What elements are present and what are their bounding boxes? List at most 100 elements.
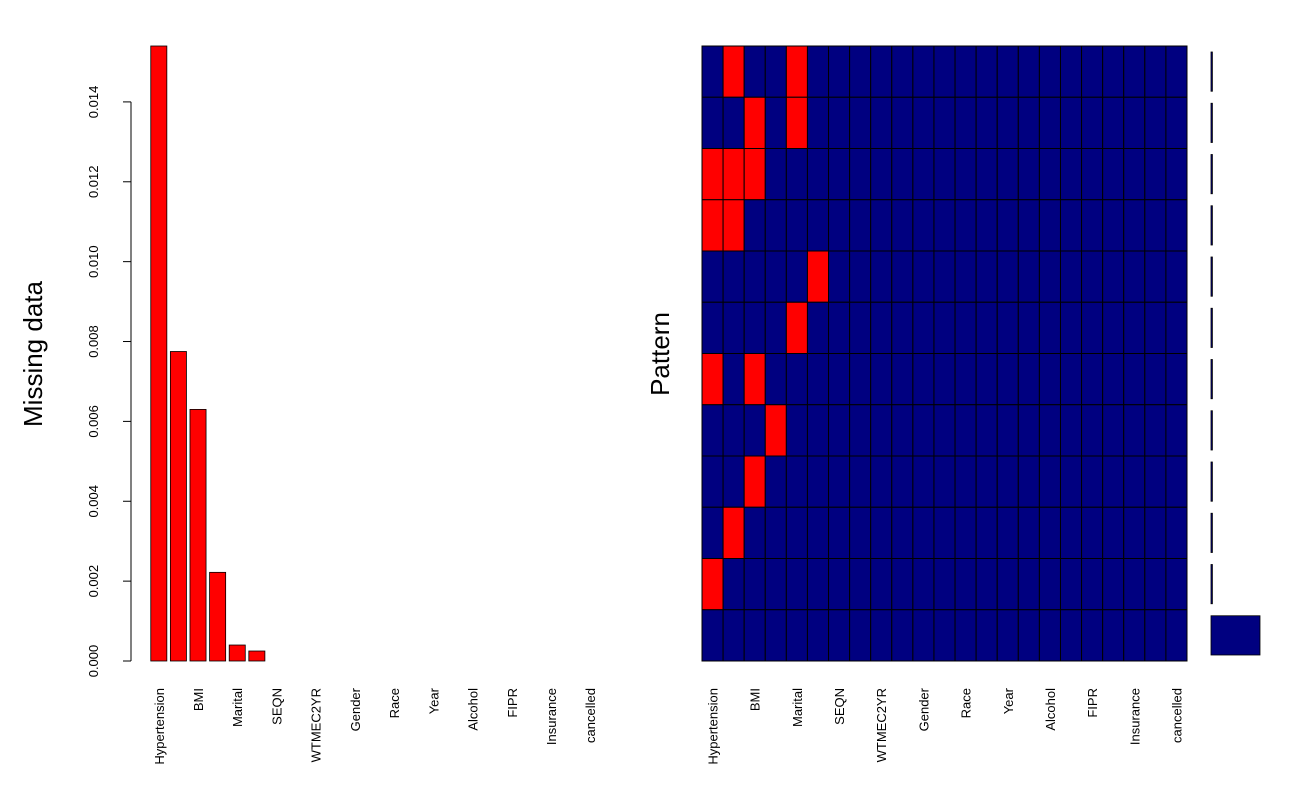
observed-cell	[828, 96, 851, 149]
observed-cell	[912, 506, 935, 559]
observed-cell	[1081, 353, 1104, 406]
observed-cell	[743, 45, 766, 98]
observed-cell	[743, 558, 766, 611]
observed-cell	[806, 455, 830, 508]
observed-cell	[849, 148, 872, 201]
observed-cell	[828, 301, 851, 354]
observed-cell	[1017, 148, 1040, 201]
heatmap-x-tick-label: Insurance	[1127, 688, 1142, 745]
observed-cell	[1144, 609, 1167, 662]
observed-cell	[1038, 609, 1061, 662]
observed-cell	[954, 558, 977, 611]
observed-cell	[828, 609, 851, 662]
observed-cell	[764, 199, 787, 252]
bar-x-tick-label: SEQN	[269, 688, 284, 725]
observed-cell	[701, 96, 724, 149]
observed-cell	[1059, 404, 1083, 457]
observed-cell	[785, 506, 808, 559]
observed-cell	[891, 96, 914, 149]
observed-cell	[828, 506, 851, 559]
y-tick-label: 0.002	[86, 565, 101, 598]
observed-cell	[912, 353, 935, 406]
observed-cell	[870, 148, 893, 201]
observed-cell	[849, 558, 872, 611]
observed-cell	[975, 404, 998, 457]
observed-cell	[1102, 45, 1125, 98]
observed-cell	[891, 404, 914, 457]
observed-cell	[701, 250, 724, 303]
observed-cell	[722, 250, 745, 303]
observed-cell	[1059, 96, 1083, 149]
observed-cell	[1038, 353, 1061, 406]
pattern-proportion-bar	[1210, 154, 1213, 195]
observed-cell	[1102, 353, 1125, 406]
observed-cell	[806, 45, 830, 98]
observed-cell	[954, 353, 977, 406]
observed-cell	[954, 148, 977, 201]
observed-cell	[1165, 250, 1188, 303]
observed-cell	[785, 199, 808, 252]
observed-cell	[891, 455, 914, 508]
bar-x-tick-label: Marital	[230, 688, 245, 727]
observed-cell	[996, 455, 1019, 508]
observed-cell	[785, 609, 808, 662]
observed-cell	[701, 609, 724, 662]
observed-cell	[1081, 148, 1104, 201]
observed-cell	[1017, 96, 1040, 149]
pattern-proportion-bar	[1210, 307, 1213, 348]
observed-cell	[1059, 455, 1083, 508]
observed-cell	[933, 558, 956, 611]
heatmap-x-tick-label: Alcohol	[1043, 688, 1058, 731]
observed-cell	[933, 609, 956, 662]
observed-cell	[1081, 558, 1104, 611]
pattern-proportion-bar	[1210, 102, 1213, 143]
observed-cell	[1017, 558, 1040, 611]
observed-cell	[764, 558, 787, 611]
observed-cell	[701, 506, 724, 559]
observed-cell	[1038, 404, 1061, 457]
y-tick-label: 0.004	[86, 485, 101, 518]
missing-cell	[743, 148, 766, 201]
observed-cell	[1017, 353, 1040, 406]
missing-cell	[743, 353, 766, 406]
observed-cell	[1038, 45, 1061, 98]
observed-cell	[975, 609, 998, 662]
missing-cell	[722, 148, 745, 201]
pattern-proportion-bar	[1210, 410, 1213, 451]
observed-cell	[891, 301, 914, 354]
observed-cell	[1144, 45, 1167, 98]
observed-cell	[870, 45, 893, 98]
observed-cell	[912, 558, 935, 611]
observed-cell	[701, 301, 724, 354]
bar-x-tick-label: WTMEC2YR	[309, 688, 324, 762]
observed-cell	[1144, 558, 1167, 611]
observed-cell	[891, 45, 914, 98]
pattern-proportion-bar	[1210, 359, 1213, 400]
observed-cell	[933, 250, 956, 303]
observed-cell	[1123, 301, 1146, 354]
observed-cell	[954, 250, 977, 303]
observed-cell	[828, 558, 851, 611]
observed-cell	[954, 455, 977, 508]
observed-cell	[975, 199, 998, 252]
observed-cell	[1165, 506, 1188, 559]
observed-cell	[1081, 609, 1104, 662]
observed-cell	[1017, 455, 1040, 508]
observed-cell	[1059, 558, 1083, 611]
observed-cell	[1144, 199, 1167, 252]
observed-cell	[1102, 404, 1125, 457]
observed-cell	[722, 96, 745, 149]
observed-cell	[1017, 199, 1040, 252]
bar-x-tick-label: cancelled	[583, 688, 598, 743]
observed-cell	[1144, 301, 1167, 354]
observed-cell	[1017, 609, 1040, 662]
observed-cell	[870, 96, 893, 149]
observed-cell	[912, 45, 935, 98]
observed-cell	[806, 609, 830, 662]
pattern-proportion-bar	[1210, 461, 1213, 502]
observed-cell	[996, 199, 1019, 252]
observed-cell	[849, 506, 872, 559]
observed-cell	[1144, 506, 1167, 559]
observed-cell	[1081, 199, 1104, 252]
observed-cell	[828, 199, 851, 252]
